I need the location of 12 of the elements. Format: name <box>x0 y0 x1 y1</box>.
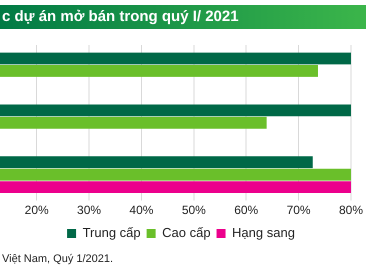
x-tick-label: 40% <box>129 203 154 218</box>
x-tick-label: 60% <box>234 203 259 218</box>
legend-label: Trung cấp <box>82 225 141 240</box>
x-tick-label: 80% <box>338 203 364 218</box>
legend-label: Cao cấp <box>162 225 211 240</box>
x-tick-label: 20% <box>24 203 50 218</box>
legend-label: Hạng sang <box>232 225 295 240</box>
x-tick-label: 30% <box>77 203 102 218</box>
chart-title: c dự án mở bán trong quý I/ 2021 <box>0 5 366 29</box>
text: Việt Nam, Quý 1/2021. <box>2 253 114 265</box>
x-tick-label: 70% <box>286 203 311 218</box>
x-tick-label: 50% <box>182 203 206 218</box>
